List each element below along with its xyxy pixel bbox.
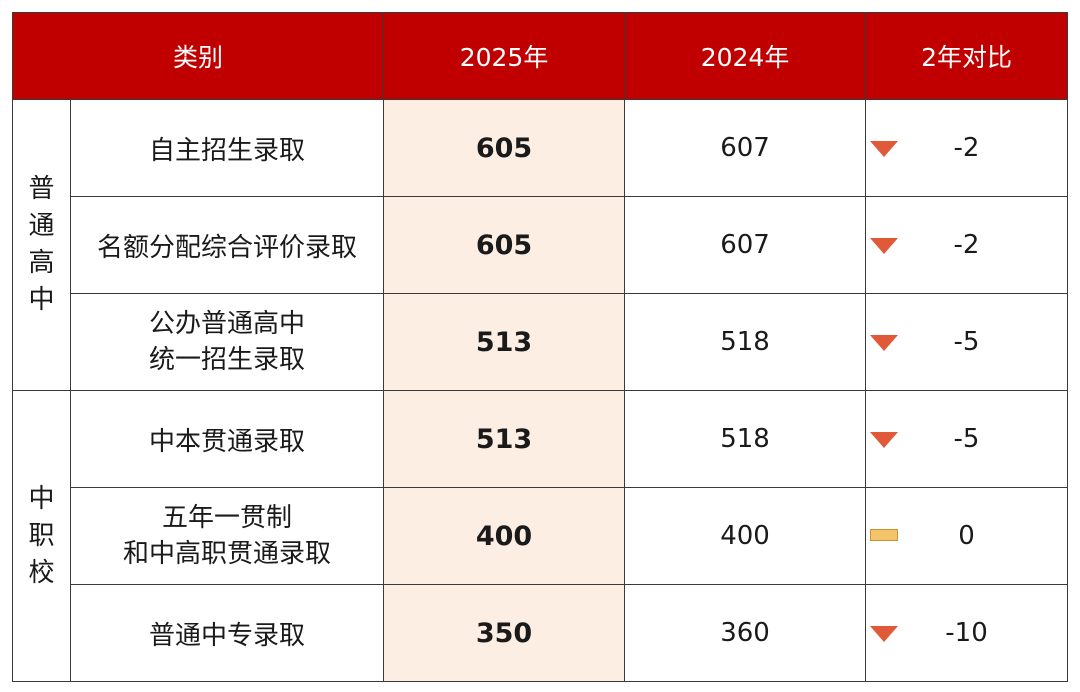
diff-cell: -5: [865, 390, 1069, 488]
score-2024-cell: 607: [624, 99, 867, 197]
trend-down-icon: [870, 626, 899, 642]
category-cell: 普通中专录取: [69, 584, 385, 682]
diff-cell: -2: [865, 99, 1069, 197]
group-label-regular-high-school: 普 通 高 中: [12, 99, 71, 391]
score-2024-cell: 518: [624, 293, 867, 391]
score-table: 类别 2025年 2024年 2年对比 普 通 高 中 自主招生录取 605 6…: [11, 12, 1069, 682]
diff-cell: -10: [865, 584, 1069, 682]
category-cell: 五年一贯制 和中高职贯通录取: [69, 487, 385, 585]
trend-down-icon: [870, 238, 899, 254]
score-2025-cell: 350: [383, 584, 626, 682]
header-2024: 2024年: [624, 12, 867, 100]
header-compare: 2年对比: [865, 12, 1069, 100]
score-2025-cell: 605: [383, 99, 626, 197]
score-2024-cell: 518: [624, 390, 867, 488]
table-row: 名额分配综合评价录取 605 607 -2: [13, 196, 1069, 294]
diff-cell: 0: [865, 487, 1069, 585]
score-2025-cell: 513: [383, 293, 626, 391]
trend-down-icon: [870, 335, 899, 351]
header-row: 类别 2025年 2024年 2年对比: [11, 12, 1069, 100]
diff-cell: -5: [865, 293, 1069, 391]
category-cell: 名额分配综合评价录取: [69, 196, 385, 294]
table-row: 中 职 校 中本贯通录取 513 518 -5: [12, 390, 1069, 682]
table-row: 普通中专录取 350 360 -10: [13, 584, 1069, 682]
header-category: 类别: [11, 12, 385, 100]
group-label-vocational-school: 中 职 校: [12, 390, 71, 682]
score-2024-cell: 360: [624, 584, 867, 682]
score-2024-cell: 607: [624, 196, 867, 294]
category-cell: 自主招生录取: [69, 99, 385, 197]
score-2025-cell: 400: [383, 487, 626, 585]
score-2025-cell: 605: [383, 196, 626, 294]
table-row: 公办普通高中 统一招生录取 513 518 -5: [13, 293, 1069, 391]
category-cell: 公办普通高中 统一招生录取: [69, 293, 385, 391]
table-row: 普 通 高 中 自主招生录取 605 607 -2: [12, 99, 1069, 391]
diff-cell: -2: [865, 196, 1069, 294]
score-2025-cell: 513: [383, 390, 626, 488]
table-row: 五年一贯制 和中高职贯通录取 400 400 0: [13, 487, 1069, 585]
score-2024-cell: 400: [624, 487, 867, 585]
trend-down-icon: [870, 141, 899, 157]
trend-down-icon: [870, 432, 899, 448]
trend-flat-icon: [870, 529, 899, 543]
header-2025: 2025年: [383, 12, 626, 100]
category-cell: 中本贯通录取: [69, 390, 385, 488]
